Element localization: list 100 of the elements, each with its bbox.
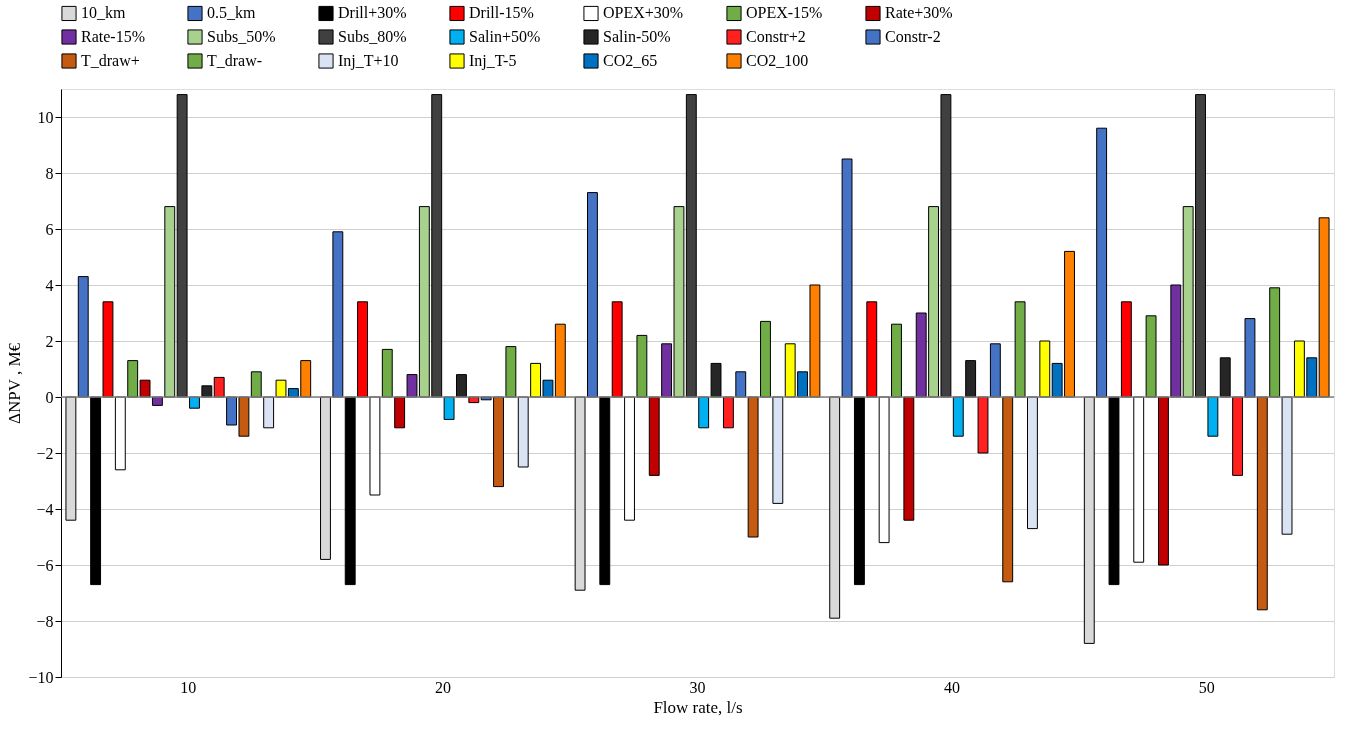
bar (1133, 396, 1145, 563)
y-tick-label: 6 (45, 220, 54, 238)
bar (102, 301, 114, 398)
bar (443, 396, 455, 420)
bar (624, 396, 635, 521)
bar (866, 301, 878, 398)
legend-label: Inj_T+10 (338, 52, 399, 70)
bar (648, 396, 660, 476)
x-tick-label: 20 (434, 678, 451, 696)
bar (989, 343, 1001, 398)
bar (164, 206, 176, 398)
bar (1170, 284, 1182, 398)
legend-label: Rate-15% (81, 28, 145, 45)
legend-label: Drill+30% (338, 4, 407, 22)
x-tick-label: 30 (689, 678, 706, 696)
bar (747, 396, 759, 538)
bar (517, 396, 529, 468)
bar (1269, 287, 1281, 398)
legend-label: T_draw- (207, 52, 263, 69)
bar (1002, 396, 1014, 583)
bar (1318, 217, 1330, 398)
legend-label: Salin+50% (469, 28, 541, 45)
bar (710, 362, 722, 398)
bar (1014, 301, 1026, 398)
bar (1207, 396, 1219, 437)
bar (394, 396, 406, 429)
y-tick-label: −10 (28, 668, 54, 686)
bar (263, 396, 275, 429)
legend-label: T_draw+ (81, 52, 140, 69)
bar (636, 334, 648, 398)
bar (189, 396, 200, 409)
bar (760, 320, 771, 398)
y-tick-label: −4 (36, 500, 54, 518)
bar (772, 396, 784, 504)
bar (587, 192, 598, 398)
bar (965, 360, 977, 398)
bar (90, 396, 102, 586)
bar (841, 158, 853, 398)
bar (77, 276, 89, 398)
bar (1244, 318, 1256, 398)
x-tick-label: 50 (1198, 678, 1215, 696)
bar (1256, 396, 1268, 611)
bar (1281, 396, 1293, 535)
bar (201, 385, 213, 398)
y-tick-label: 0 (45, 388, 54, 406)
x-axis-title: Flow rate, l/s (653, 697, 743, 717)
bar (1026, 396, 1038, 530)
bar (735, 371, 747, 398)
bar (369, 396, 381, 496)
legend-label: 10_km (81, 4, 126, 22)
bar (357, 301, 369, 398)
bar (599, 396, 611, 586)
bar (878, 396, 890, 544)
y-tick-label: 2 (45, 332, 54, 350)
legend-label: Drill-15% (469, 4, 534, 22)
bar (344, 396, 356, 586)
legend-label: CO2_65 (603, 52, 658, 69)
legend-label: Salin-50% (603, 28, 671, 45)
y-tick-label: 8 (45, 164, 54, 182)
bar (1232, 396, 1244, 476)
bar (505, 346, 517, 398)
bar (332, 231, 344, 398)
bar (1108, 396, 1120, 586)
y-axis-title: ΔNPV , M€ (5, 342, 25, 424)
legend-label: 0.5_km (207, 4, 256, 22)
y-tick-label: 4 (45, 276, 54, 294)
bar (250, 371, 262, 398)
y-tick-label: −2 (36, 444, 54, 462)
bar (853, 396, 865, 586)
bar (1096, 127, 1108, 398)
x-tick-label: 10 (180, 678, 197, 696)
bar (213, 376, 225, 398)
legend-label: Subs_50% (207, 28, 276, 45)
legend-label: Subs_80% (338, 28, 407, 45)
y-tick-label: −6 (36, 556, 54, 574)
bar (903, 396, 915, 521)
bar (1219, 357, 1231, 398)
bar (456, 374, 467, 398)
bar (1145, 315, 1157, 398)
y-tick-label: −8 (36, 612, 54, 630)
legend-label: Constr+2 (746, 28, 806, 45)
bar (952, 396, 964, 437)
legend-label: Inj_T-5 (469, 52, 517, 70)
bar (1120, 301, 1132, 398)
bar (698, 396, 710, 429)
bar (611, 301, 623, 398)
bar (1039, 340, 1051, 398)
bar (891, 323, 902, 398)
legend-label: Constr-2 (885, 28, 941, 45)
bar (114, 396, 126, 471)
bar (722, 396, 734, 429)
legend-label: OPEX+30% (603, 4, 684, 22)
bar (381, 348, 393, 398)
legend-label: CO2_100 (746, 52, 809, 69)
y-tick-label: 10 (37, 108, 54, 126)
bar (1158, 396, 1169, 566)
bar (977, 396, 989, 454)
x-tick-label: 40 (944, 678, 961, 696)
bar (176, 94, 188, 398)
legend-label: Rate+30% (885, 4, 953, 22)
